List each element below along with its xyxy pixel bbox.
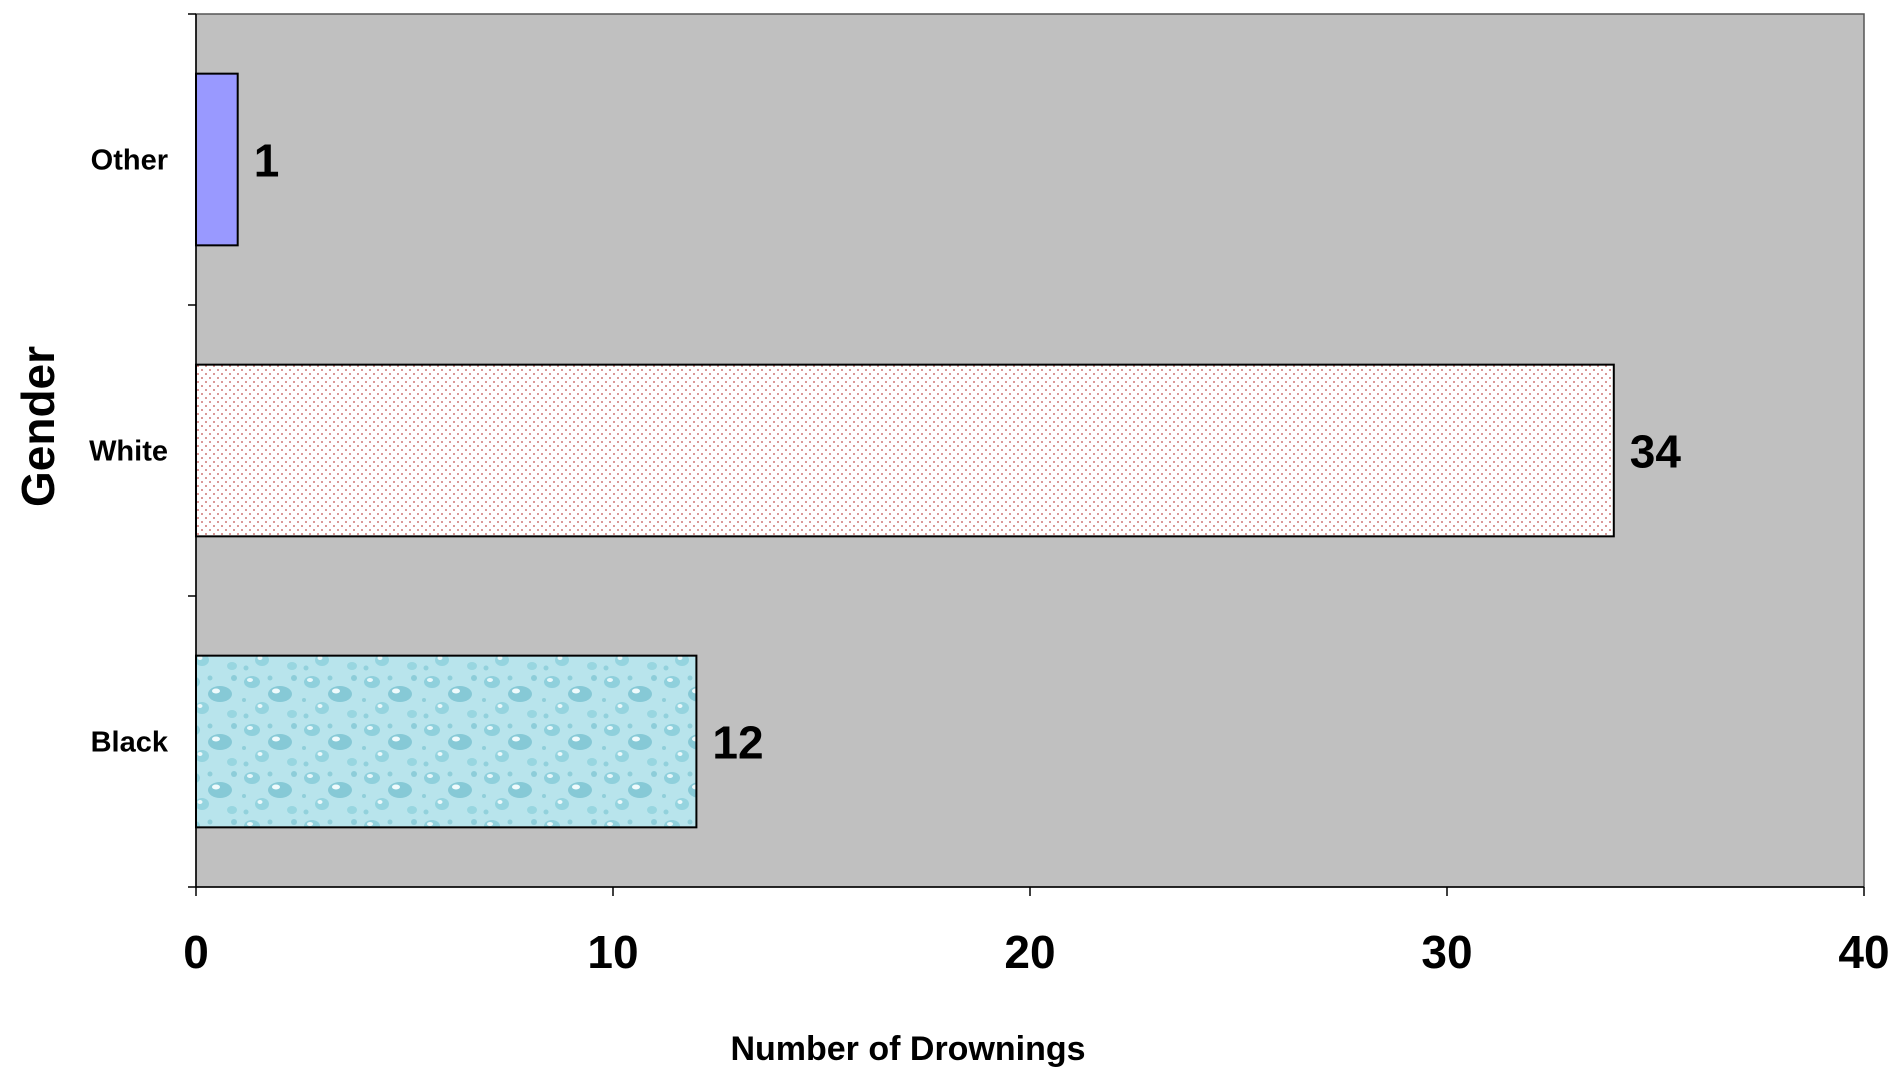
x-tick-label: 0 (183, 926, 209, 978)
bar-white (195, 363, 1615, 538)
x-axis-title: Number of Drownings (730, 1030, 1085, 1068)
category-label-other: Other (91, 145, 168, 177)
bars (195, 72, 1615, 829)
data-label-black: 12 (712, 717, 763, 769)
labels: 0 10 20 30 40 12 Black 34 White 1 Other (89, 135, 1890, 979)
category-label-black: Black (91, 727, 169, 759)
x-tick-label: 30 (1421, 926, 1472, 978)
category-label-white: White (89, 436, 168, 468)
data-label-other: 1 (254, 135, 280, 187)
x-tick-label: 10 (587, 926, 638, 978)
y-axis-title: Gender (12, 346, 64, 507)
x-tick-label: 20 (1004, 926, 1055, 978)
bar-black (195, 654, 698, 829)
bar-other (195, 72, 239, 247)
data-label-white: 34 (1630, 426, 1682, 478)
x-tick-label: 40 (1838, 926, 1889, 978)
